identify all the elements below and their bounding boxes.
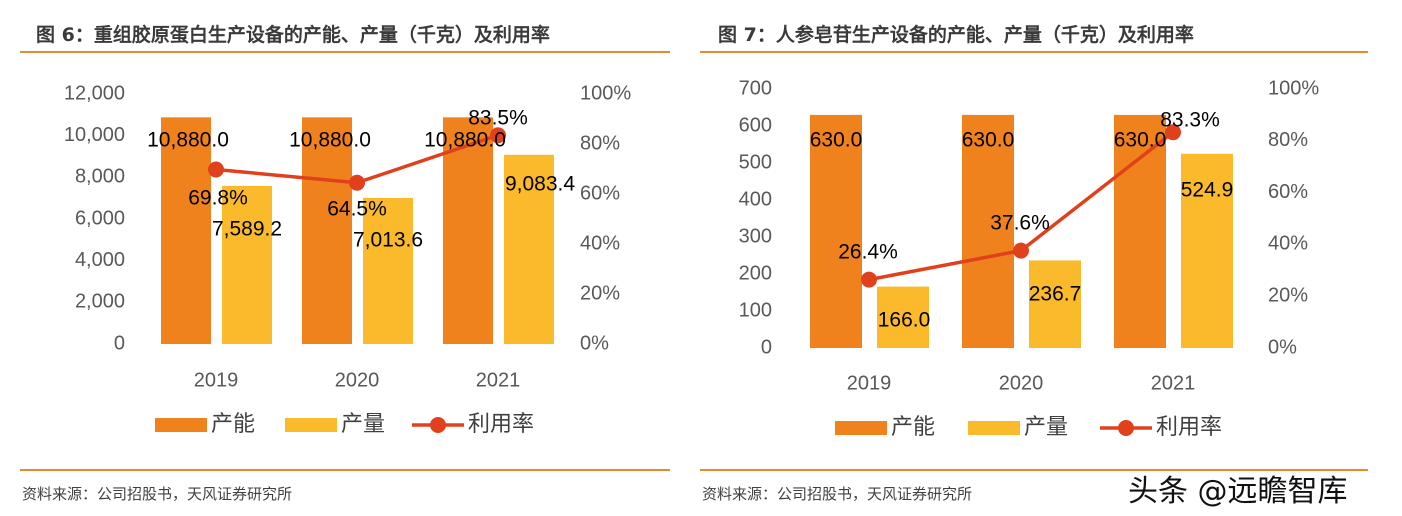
- chart-1-utilization-point-2021: [490, 127, 506, 144]
- chart-1-legend-output-swatch: [285, 418, 337, 432]
- chart-1-y-left-tick: 8,000: [75, 166, 125, 188]
- chart-2-bar-capacity-2020: [962, 114, 1014, 349]
- chart-2-x-tick: 2019: [847, 372, 892, 394]
- chart-1-y-right-tick: 100%: [580, 82, 631, 104]
- chart-2-label-utilization-2021: 83.3%: [1160, 109, 1220, 132]
- chart-1-label-output-2020: 7,013.6: [353, 229, 423, 252]
- chart-1-label-capacity-2019: 10,880.0: [147, 129, 229, 152]
- chart-2-bar-output-2020: [1029, 260, 1081, 348]
- chart-1-label-utilization-2021: 83.5%: [468, 107, 528, 130]
- chart-2-source: 资料来源：公司招股书，天风证券研究所: [702, 485, 973, 503]
- chart-2-legend-output-swatch: [968, 421, 1020, 435]
- chart-2-label-capacity-2020: 630.0: [962, 129, 1015, 152]
- chart-1-y-right-tick: 80%: [580, 132, 620, 154]
- chart-2-y-left-tick: 300: [739, 225, 772, 247]
- watermark: 头条 @远瞻智库: [1128, 474, 1348, 509]
- chart-1-source-rule: [20, 469, 670, 471]
- chart-2-legend-capacity-label: 产能: [891, 415, 935, 440]
- chart-2-y-right-tick: 60%: [1268, 181, 1308, 203]
- chart-1-label-capacity-2021: 10,880.0: [424, 129, 506, 152]
- chart-1-legend-output-label: 产量: [341, 412, 385, 437]
- chart-2-y-left-tick: 400: [739, 188, 772, 210]
- chart-1-bar-output-2020: [363, 197, 413, 344]
- chart-2-label-output-2019: 166.0: [878, 309, 931, 332]
- chart-1-bar-output-2021: [504, 154, 554, 344]
- chart-1-label-capacity-2020: 10,880.0: [289, 129, 371, 152]
- chart-2-y-left-tick: 600: [739, 114, 772, 136]
- chart-2-label-output-2020: 236.7: [1029, 283, 1082, 306]
- chart-2-utilization-point-2021: [1165, 124, 1181, 141]
- chart-1-bar-capacity-2021: [443, 117, 493, 344]
- chart-1-y-right-tick: 40%: [580, 232, 620, 254]
- chart-1-label-utilization-2019: 69.8%: [188, 187, 248, 210]
- chart-2-y-left-tick: 100: [739, 299, 772, 321]
- chart-2-y-left-tick: 500: [739, 151, 772, 173]
- chart-2-legend-utilization-marker: [1118, 420, 1134, 436]
- chart-2-label-utilization-2019: 26.4%: [838, 241, 898, 264]
- chart-1-y-right-tick: 60%: [580, 182, 620, 204]
- chart-1-label-output-2021: 9,083.4: [505, 173, 575, 196]
- chart-1-x-tick: 2019: [194, 369, 239, 391]
- chart-2-label-capacity-2021: 630.0: [1114, 129, 1167, 152]
- chart-1-label-output-2019: 7,589.2: [212, 218, 282, 241]
- chart-1-y-left-tick: 10,000: [64, 124, 125, 146]
- chart-2-bar-capacity-2019: [810, 114, 862, 349]
- chart-2-bar-capacity-2021: [1114, 114, 1166, 349]
- chart-1-utilization-point-2020: [349, 174, 365, 191]
- chart-2-label-utilization-2020: 37.6%: [990, 212, 1050, 235]
- chart-2-title: 图 7：人参皂苷生产设备的产能、产量（千克）及利用率: [718, 24, 1194, 46]
- chart-1-y-left-tick: 4,000: [75, 249, 125, 271]
- chart-2-bar-output-2019: [877, 286, 929, 348]
- chart-1-legend-utilization-label: 利用率: [468, 412, 534, 437]
- chart-2-legend-capacity-swatch: [835, 421, 887, 435]
- chart-2-y-right-tick: 0%: [1268, 336, 1297, 358]
- chart-2-source-rule: [700, 469, 1368, 471]
- chart-1-x-tick: 2020: [335, 369, 380, 391]
- chart-1-label-utilization-2020: 64.5%: [327, 198, 387, 221]
- chart-2-y-left-tick: 0: [761, 336, 772, 358]
- chart-2-y-left-tick: 700: [739, 77, 772, 99]
- chart-2-utilization-point-2020: [1013, 242, 1029, 259]
- chart-2-legend-output-label: 产量: [1024, 415, 1068, 440]
- chart-1-y-left-tick: 6,000: [75, 207, 125, 229]
- chart-1-legend-capacity-label: 产能: [211, 412, 255, 437]
- chart-2-y-right-tick: 100%: [1268, 77, 1319, 99]
- chart-1-legend-capacity-swatch: [155, 418, 207, 432]
- chart-1-y-right-tick: 20%: [580, 282, 620, 304]
- chart-1-title-rule: [20, 51, 670, 53]
- chart-2-label-capacity-2019: 630.0: [810, 129, 863, 152]
- chart-1-bar-output-2019: [222, 185, 272, 344]
- chart-1-x-tick: 2021: [476, 369, 521, 391]
- chart-2-title-rule: [700, 51, 1368, 53]
- chart-1-y-left-tick: 0: [114, 332, 125, 354]
- chart-1-source: 资料来源：公司招股书，天风证券研究所: [22, 485, 293, 503]
- chart-2-utilization-point-2019: [861, 271, 877, 288]
- chart-1-utilization-point-2019: [208, 161, 224, 178]
- chart-1-y-right-tick: 0%: [580, 332, 609, 354]
- chart-2-legend-utilization-label: 利用率: [1156, 415, 1222, 440]
- chart-1-bar-capacity-2020: [302, 117, 352, 344]
- chart-1-y-left-tick: 12,000: [64, 82, 125, 104]
- chart-2-x-tick: 2021: [1151, 372, 1196, 394]
- chart-2-x-tick: 2020: [999, 372, 1044, 394]
- chart-2-y-right-tick: 80%: [1268, 129, 1308, 151]
- chart-2-label-output-2021: 524.9: [1181, 179, 1234, 202]
- chart-1-title: 图 6：重组胶原蛋白生产设备的产能、产量（千克）及利用率: [36, 24, 550, 46]
- chart-2-y-left-tick: 200: [739, 262, 772, 284]
- chart-1-y-left-tick: 2,000: [75, 291, 125, 313]
- chart-2-y-right-tick: 40%: [1268, 233, 1308, 255]
- chart-1-bar-capacity-2019: [161, 117, 211, 344]
- chart-2-bar-output-2021: [1181, 153, 1233, 348]
- chart-1-legend-utilization-marker: [430, 417, 446, 433]
- chart-2-y-right-tick: 20%: [1268, 284, 1308, 306]
